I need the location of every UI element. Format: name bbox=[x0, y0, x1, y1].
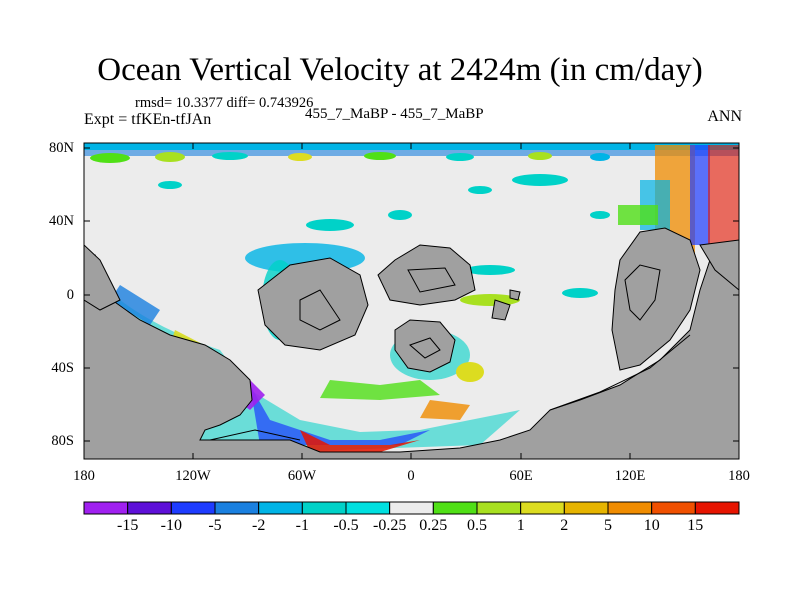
colorbar-box bbox=[214, 501, 260, 515]
colorbar-label: 10 bbox=[643, 517, 660, 534]
colorbar-label: -0.25 bbox=[373, 517, 407, 534]
colorbar-box bbox=[389, 501, 434, 515]
northeast-margin-colors bbox=[618, 145, 739, 255]
land-masses bbox=[84, 227, 739, 459]
colorbar-label: 1 bbox=[516, 517, 525, 534]
experiment-pair-label: 455_7_MaBP - 455_7_MaBP bbox=[305, 106, 484, 122]
northeast-land bbox=[699, 239, 739, 291]
coastlines bbox=[209, 264, 691, 441]
colorbar-label: 15 bbox=[687, 517, 704, 534]
colorbar-box bbox=[127, 501, 172, 515]
colorbar-box bbox=[170, 501, 216, 515]
lon-label: 60W bbox=[287, 468, 317, 484]
colorbar-box bbox=[607, 501, 653, 515]
colorbar-box bbox=[694, 501, 740, 515]
colorbar-box bbox=[83, 501, 129, 515]
island-continent-north bbox=[377, 244, 476, 306]
lat-label: 40N bbox=[49, 213, 74, 229]
season-label: ANN bbox=[707, 108, 742, 125]
lon-label: 120W bbox=[175, 468, 211, 484]
colorbar-label: -1 bbox=[295, 517, 309, 534]
island-continent-west bbox=[257, 257, 369, 351]
lon-label: 0 bbox=[407, 468, 415, 484]
colorbar-box bbox=[301, 501, 347, 515]
west-pacific-land bbox=[84, 244, 121, 311]
colorbar-label: -15 bbox=[117, 517, 139, 534]
lon-label: 180 bbox=[73, 468, 95, 484]
colorbar-box bbox=[651, 501, 696, 515]
lat-label: 0 bbox=[66, 287, 74, 303]
lon-label: 60E bbox=[509, 468, 533, 484]
colorbar-label: -0.5 bbox=[333, 517, 359, 534]
colorbar-box bbox=[520, 501, 565, 515]
colorbar bbox=[83, 501, 740, 515]
colorbar-label: 0.5 bbox=[467, 517, 487, 534]
lat-label: 80S bbox=[51, 433, 74, 449]
colorbar-label: 5 bbox=[604, 517, 612, 534]
colorbar-box bbox=[432, 501, 478, 515]
colorbar-box bbox=[563, 501, 609, 515]
island-continent-south bbox=[394, 319, 456, 373]
lon-label: 120E bbox=[614, 468, 646, 484]
map-panel bbox=[84, 143, 739, 459]
colorbar-label: 2 bbox=[560, 517, 569, 534]
colorbar-label: -5 bbox=[208, 517, 222, 534]
lon-label: 180 bbox=[728, 468, 750, 484]
experiment-label: Expt = tfKEn-tfJAn bbox=[84, 111, 212, 128]
lat-label: 40S bbox=[51, 360, 74, 376]
arctic-patches bbox=[90, 152, 610, 231]
plot-title: Ocean Vertical Velocity at 2424m (in cm/… bbox=[97, 52, 703, 88]
colorbar-box bbox=[258, 501, 303, 515]
stats-text: rmsd= 10.3377 diff= 0.743926 bbox=[135, 95, 314, 111]
southern-land bbox=[84, 244, 739, 459]
colorbar-box bbox=[345, 501, 391, 515]
colorbar-label: -10 bbox=[160, 517, 182, 534]
colorbar-label: -2 bbox=[252, 517, 266, 534]
eastern-continent bbox=[611, 227, 701, 371]
lat-label: 80N bbox=[49, 140, 74, 156]
lat-ticks bbox=[84, 147, 739, 442]
colorbar-box bbox=[476, 501, 522, 515]
lon-ticks bbox=[83, 143, 740, 459]
colorbar-label: 0.25 bbox=[419, 517, 448, 534]
